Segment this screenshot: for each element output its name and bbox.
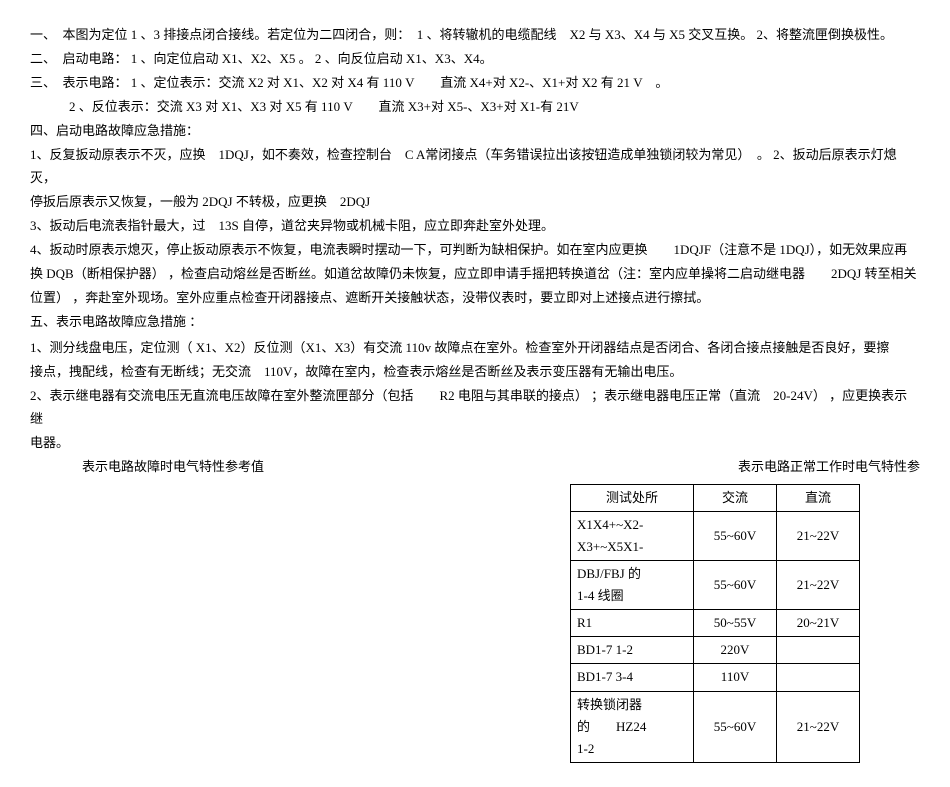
table-cell: X1X4+~X2-X3+~X5X1- [571,511,694,560]
table-row: 转换锁闭器的 HZ241-2 55~60V 21~22V [571,691,860,762]
table-cell: 转换锁闭器的 HZ241-2 [571,691,694,762]
table-cell: 55~60V [694,511,777,560]
para-15: 2、表示继电器有交流电压无直流电压故障在室外整流匣部分（包括 R2 电阻与其串联… [30,385,920,429]
para-14: 接点，拽配线，检查有无断线；无交流 110V，故障在室内，检查表示熔丝是否断丝及… [30,361,920,383]
para-6: 1、反复扳动原表示不灭，应换 1DQJ，如不奏效，检查控制台 C A常闭接点（车… [30,144,920,188]
para-1: 一、 本图为定位 1 、3 排接点闭合接线。若定位为二四闭合，则： 1 、将转辙… [30,24,920,46]
table-row: BD1-7 3-4 110V [571,664,860,691]
table-cell: 55~60V [694,691,777,762]
table-header-cell: 测试处所 [571,484,694,511]
para-5: 四、启动电路故障应急措施： [30,120,920,142]
table-row: X1X4+~X2-X3+~X5X1- 55~60V 21~22V [571,511,860,560]
table-cell: 21~22V [777,691,860,762]
para-12: 五、表示电路故障应急措施 ： [30,311,920,333]
reference-labels: 表示电路故障时电气特性参考值 表示电路正常工作时电气特性参 [30,456,920,478]
para-16: 电器。 [30,432,920,454]
table-cell: R1 [571,610,694,637]
para-2: 二、 启动电路： 1 、向定位启动 X1、X2、X5 。 2 、向反位启动 X1… [30,48,920,70]
table-cell: 20~21V [777,610,860,637]
para-11: 位置） ，奔赴室外现场。室外应重点检查开闭器接点、遮断开关接触状态，没带仪表时，… [30,287,920,309]
para-7: 停扳后原表示又恢复，一般为 2DQJ 不转极，应更换 2DQJ [30,191,920,213]
table-header-cell: 直流 [777,484,860,511]
table-row: DBJ/FBJ 的1-4 线圈 55~60V 21~22V [571,561,860,610]
para-3: 三、 表示电路： 1 、定位表示：交流 X2 对 X1、X2 对 X4 有 11… [30,72,920,94]
table-cell: 21~22V [777,511,860,560]
table-header-row: 测试处所 交流 直流 [571,484,860,511]
table-cell: 21~22V [777,561,860,610]
table-cell [777,637,860,664]
ref-label-left: 表示电路故障时电气特性参考值 [30,456,264,478]
para-8: 3、扳动后电流表指针最大，过 13S 自停，道岔夹异物或机械卡阻，应立即奔赴室外… [30,215,920,237]
ref-label-right: 表示电路正常工作时电气特性参 [738,456,920,478]
table-cell: 220V [694,637,777,664]
table-cell: BD1-7 1-2 [571,637,694,664]
table-row: BD1-7 1-2 220V [571,637,860,664]
para-4: 2 、反位表示：交流 X3 对 X1、X3 对 X5 有 110 V 直流 X3… [30,96,920,118]
para-13: 1、测分线盘电压，定位测（ X1、X2）反位测（X1、X3）有交流 110v 故… [30,337,920,359]
table-cell: DBJ/FBJ 的1-4 线圈 [571,561,694,610]
para-10: 换 DQB（断相保护器） ，检查启动熔丝是否断丝。如道岔故障仍未恢复，应立即申请… [30,263,920,285]
electrical-characteristics-table: 测试处所 交流 直流 X1X4+~X2-X3+~X5X1- 55~60V 21~… [570,484,860,763]
table-cell: 55~60V [694,561,777,610]
table-cell: BD1-7 3-4 [571,664,694,691]
para-9: 4、扳动时原表示熄灭，停止扳动原表示不恢复，电流表瞬时摆动一下，可判断为缺相保护… [30,239,920,261]
table-cell [777,664,860,691]
table-cell: 50~55V [694,610,777,637]
table-row: R1 50~55V 20~21V [571,610,860,637]
table-cell: 110V [694,664,777,691]
table-header-cell: 交流 [694,484,777,511]
